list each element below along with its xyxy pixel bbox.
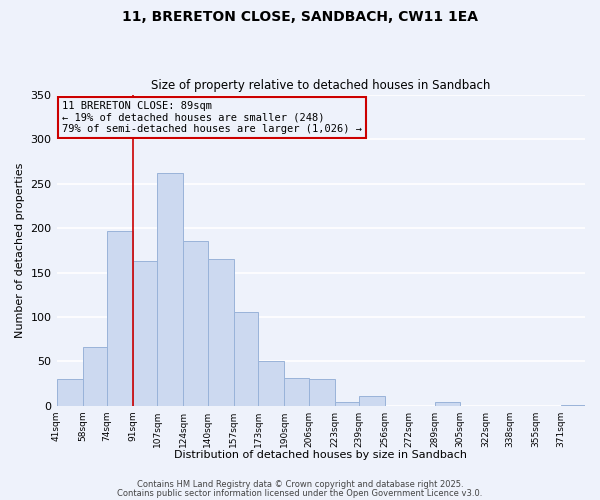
Bar — [258, 362, 284, 406]
Bar — [436, 402, 460, 406]
Bar — [184, 242, 208, 406]
Text: 11, BRERETON CLOSE, SANDBACH, CW11 1EA: 11, BRERETON CLOSE, SANDBACH, CW11 1EA — [122, 10, 478, 24]
Bar — [133, 261, 157, 406]
Title: Size of property relative to detached houses in Sandbach: Size of property relative to detached ho… — [151, 79, 490, 92]
Bar — [234, 312, 258, 406]
Text: 11 BRERETON CLOSE: 89sqm
← 19% of detached houses are smaller (248)
79% of semi-: 11 BRERETON CLOSE: 89sqm ← 19% of detach… — [62, 101, 362, 134]
Bar — [56, 380, 83, 406]
Y-axis label: Number of detached properties: Number of detached properties — [15, 162, 25, 338]
Bar — [359, 396, 385, 406]
Bar — [208, 259, 234, 406]
Bar — [107, 230, 133, 406]
Bar — [157, 173, 184, 406]
Bar — [335, 402, 359, 406]
Bar — [560, 405, 585, 406]
X-axis label: Distribution of detached houses by size in Sandbach: Distribution of detached houses by size … — [174, 450, 467, 460]
Bar — [284, 378, 308, 406]
Text: Contains public sector information licensed under the Open Government Licence v3: Contains public sector information licen… — [118, 490, 482, 498]
Text: Contains HM Land Registry data © Crown copyright and database right 2025.: Contains HM Land Registry data © Crown c… — [137, 480, 463, 489]
Bar — [83, 348, 107, 406]
Bar — [308, 380, 335, 406]
